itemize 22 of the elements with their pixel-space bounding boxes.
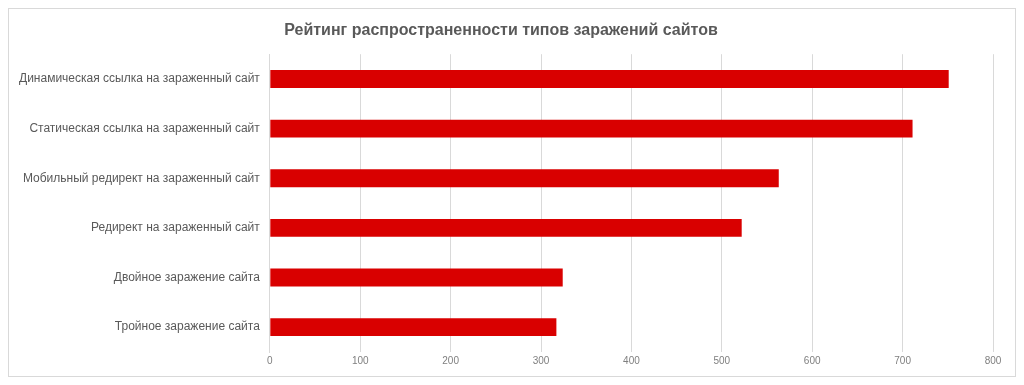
- y-tick-label: Редирект на зараженный сайт: [91, 220, 261, 235]
- x-tick-label: 800: [984, 354, 1002, 366]
- x-tick-label: 0: [267, 354, 274, 366]
- x-tick-label: 600: [803, 354, 821, 366]
- y-tick-label: Динамическая ссылка на зараженный сайт: [19, 71, 261, 86]
- x-tick-label: 700: [894, 354, 912, 366]
- y-tick-label: Мобильный редирект на зараженный сайт: [22, 170, 261, 185]
- bar: [270, 119, 913, 138]
- x-tick-label: 500: [713, 354, 731, 366]
- bar: [270, 318, 557, 337]
- x-tick-label: 100: [351, 354, 369, 366]
- x-tick-label: 200: [442, 354, 460, 366]
- chart-title: Рейтинг распространенности типов заражений сайтов: [284, 21, 718, 39]
- y-tick-label: Двойное заражение сайта: [113, 269, 261, 284]
- bar: [270, 169, 779, 188]
- bar: [270, 268, 563, 287]
- y-tick-label: Тройное заражение сайта: [114, 319, 261, 334]
- x-tick-label: 400: [623, 354, 641, 366]
- bar: [270, 70, 949, 88]
- x-tick-label: 300: [532, 354, 550, 366]
- y-tick-label: Статическая ссылка на зараженный сайт: [29, 120, 261, 135]
- bar: [270, 218, 742, 237]
